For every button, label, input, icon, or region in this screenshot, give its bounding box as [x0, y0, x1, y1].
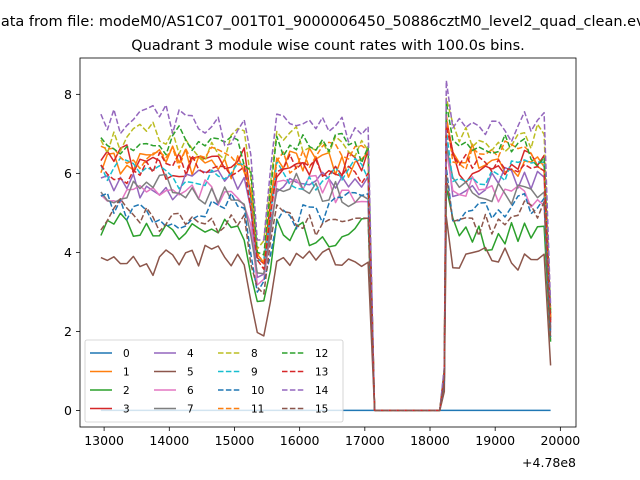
- legend-label: 11: [251, 403, 264, 415]
- legend-label: 2: [123, 385, 130, 397]
- y-tick-label: 0: [64, 403, 72, 418]
- x-tick-label: 18000: [410, 433, 450, 448]
- legend-label: 8: [251, 348, 258, 360]
- series-line-12: [100, 101, 552, 412]
- y-tick-label: 8: [64, 87, 72, 102]
- y-tick-label: 6: [64, 166, 72, 181]
- series-line-8: [100, 97, 552, 412]
- figure-suptitle: Data from file: modeM0/AS1C07_001T01_900…: [0, 14, 640, 30]
- legend-label: 1: [123, 366, 130, 378]
- series-line-14: [100, 79, 552, 412]
- x-tick-label: 15000: [215, 433, 255, 448]
- legend-label: 3: [123, 403, 130, 415]
- axis-ticks: 13000 14000 15000 16000 17000 18000 19000 20000…: [64, 87, 580, 448]
- series-line-15: [100, 174, 552, 412]
- x-tick-label: 17000: [345, 433, 385, 448]
- series-line-7: [100, 144, 552, 412]
- legend-label: 15: [315, 403, 328, 415]
- y-tick-label: 4: [64, 245, 72, 260]
- legend-label: 5: [187, 366, 194, 378]
- x-tick-label: 19000: [475, 433, 515, 448]
- legend-label: 0: [123, 348, 130, 360]
- series-line-1: [100, 117, 552, 412]
- x-tick-label: 14000: [149, 433, 189, 448]
- series-line-13: [100, 125, 552, 412]
- series-line-5: [100, 216, 552, 412]
- plot-lines: [100, 79, 552, 412]
- legend-label: 14: [315, 385, 329, 397]
- x-tick-label: 16000: [280, 433, 320, 448]
- y-tick-label: 2: [64, 324, 72, 339]
- plot-frame: [79, 57, 577, 428]
- chart-title: Quadrant 3 module wise count rates with …: [131, 38, 525, 54]
- x-axis-offset-label: +4.78e8: [522, 455, 576, 470]
- series-line-9: [100, 129, 552, 412]
- legend-label: 7: [187, 403, 194, 415]
- series-line-11: [100, 113, 552, 412]
- legend-frame: [84, 339, 344, 423]
- legend-label: 9: [251, 366, 258, 378]
- legend-label: 12: [315, 348, 328, 360]
- series-line-10: [100, 166, 552, 412]
- x-tick-label: 13000: [84, 433, 124, 448]
- x-tick-label: 20000: [540, 433, 580, 448]
- series-line-6: [100, 148, 552, 412]
- legend-label: 10: [251, 385, 264, 397]
- legend-label: 4: [187, 348, 194, 360]
- legend-label: 6: [187, 385, 194, 397]
- legend-label: 13: [315, 366, 328, 378]
